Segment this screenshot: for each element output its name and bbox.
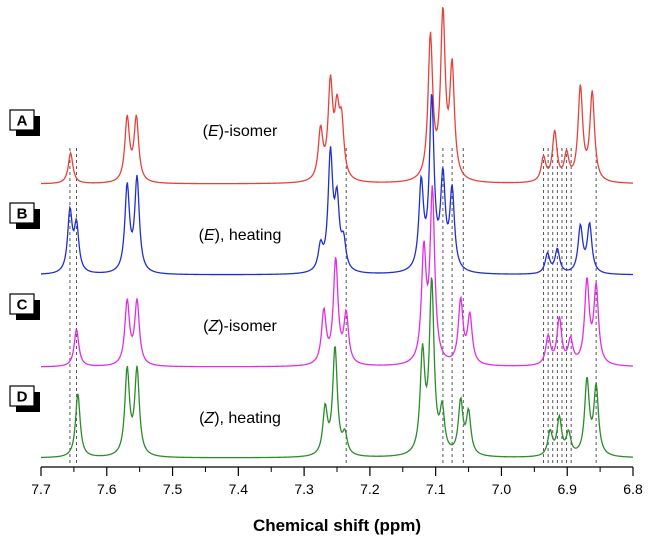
panel-label-c: C (9, 293, 40, 320)
panel-label-a: A (9, 109, 40, 136)
x-tick-label: 7.2 (360, 481, 380, 497)
x-tick-label: 7.5 (163, 481, 183, 497)
trace-label-a: (E)-isomer (203, 123, 278, 140)
x-axis: 7.7 7.6 7.5 7.4 7.3 7.2 7.1 7.0 6.9 6.8 Chemical … (31, 466, 643, 535)
panel-label-box (9, 293, 35, 315)
x-axis-title: Chemical shift (ppm) (253, 516, 421, 535)
panel-label-d: D (9, 385, 40, 412)
x-tick-label: 7.0 (492, 481, 512, 497)
panel-letter: B (17, 206, 28, 223)
panel-label-box (9, 202, 35, 224)
panel-labels: A (E)-isomer B (E), heating C (Z)-isomer D (Z),… (9, 109, 282, 427)
x-tick-label: 7.6 (97, 481, 117, 497)
spectrum-trace-a (40, 7, 634, 185)
spectrum-trace-d (40, 277, 634, 459)
spectrum-trace-c (40, 185, 634, 368)
x-tick-label: 7.4 (229, 481, 249, 497)
x-axis-ticks: 7.7 7.6 7.5 7.4 7.3 7.2 7.1 7.0 6.9 6.8 (31, 467, 643, 497)
panel-letter: C (17, 297, 28, 314)
x-tick-label: 7.7 (31, 481, 51, 497)
spectrum-trace-b (40, 94, 634, 276)
panel-label-box (9, 385, 35, 407)
x-tick-label: 6.9 (557, 481, 577, 497)
trace-label-b: (E), heating (199, 227, 282, 244)
panel-label-box (9, 109, 35, 131)
panel-letter: D (17, 389, 28, 406)
x-tick-label: 6.8 (623, 481, 643, 497)
trace-label-c: (Z)-isomer (203, 318, 277, 335)
trace-label-d: (Z), heating (199, 410, 281, 427)
x-tick-label: 7.3 (294, 481, 314, 497)
x-tick-label: 7.1 (426, 481, 446, 497)
spectra-traces (40, 7, 634, 459)
panel-letter: A (17, 113, 28, 130)
panel-label-b: B (9, 202, 40, 229)
